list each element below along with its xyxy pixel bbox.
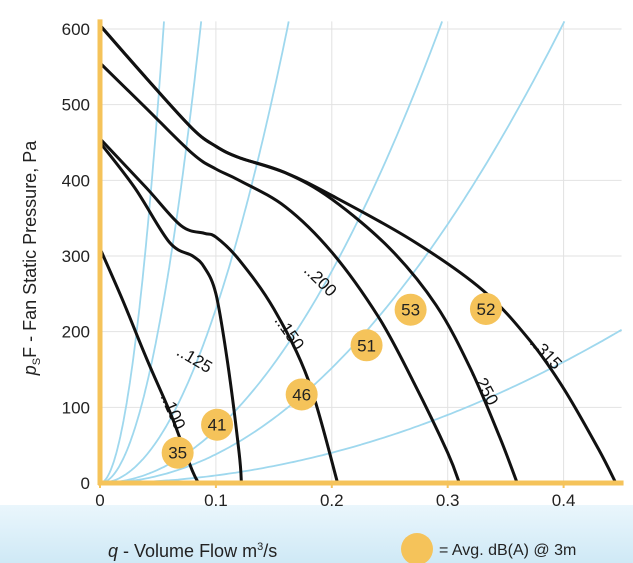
x-axis-label: - Volume Flow — [123, 541, 238, 561]
db-marker-5 — [469, 292, 502, 325]
y-tick-label-6: 600 — [62, 20, 90, 39]
fan-curve-5 — [98, 23, 618, 485]
fan-curve-0 — [98, 246, 200, 485]
fan-curve-2 — [98, 137, 340, 485]
fan-curve-1 — [98, 141, 243, 485]
fan-curves: ..100..125..150..200..250..315 — [98, 23, 618, 485]
x-axis-title: q - Volume Flow m3/s — [108, 541, 277, 561]
fan-curve-label-4: ..250 — [467, 366, 502, 408]
y-axis-label: F - Fan Static Pressure, Pa — [20, 140, 40, 358]
fan-curve-label-5: ..315 — [526, 333, 566, 374]
x-tick-label-1: 0.1 — [204, 491, 228, 510]
db-marker-3 — [350, 329, 383, 362]
y-tick-label-0: 0 — [81, 474, 90, 493]
system-curve-3 — [99, 21, 443, 484]
axes: 0 0.1 0.2 0.3 0.4 0 100 200 300 400 500 600 — [62, 19, 624, 510]
db-marker-2 — [285, 378, 318, 411]
db-marker-label-4: 53 — [401, 301, 420, 320]
db-marker-label-0: 35 — [168, 444, 187, 463]
db-marker-0 — [161, 436, 194, 469]
y-axis-title: pSF - Fan Static Pressure, Pa — [20, 140, 43, 376]
y-tick-label-5: 500 — [62, 96, 90, 115]
fan-curve-label-0: ..100 — [157, 390, 190, 432]
db-marker-label-1: 41 — [208, 416, 227, 435]
x-axis-unit-sup: 3 — [257, 541, 263, 553]
db-marker-1 — [201, 408, 234, 441]
system-curve-0 — [99, 21, 165, 484]
x-axis-unit: m — [242, 541, 257, 561]
db-marker-4 — [394, 293, 427, 326]
legend-marker — [401, 533, 433, 563]
system-curves — [99, 20, 623, 484]
db-marker-label-5: 52 — [476, 300, 495, 319]
x-axis-unit-tail: /s — [263, 541, 277, 561]
fan-curve-label-1: ..125 — [173, 341, 215, 377]
x-tick-label-3: 0.3 — [436, 491, 460, 510]
fan-curve-4 — [98, 23, 519, 485]
bottom-band — [0, 505, 633, 563]
y-axis-symbol: p — [20, 365, 40, 376]
db-markers: 35 41 46 51 53 52 — [161, 292, 502, 469]
x-tick-label-2: 0.2 — [320, 491, 344, 510]
db-marker-label-3: 51 — [357, 336, 376, 355]
db-marker-label-2: 46 — [292, 385, 311, 404]
y-tick-label-3: 300 — [62, 247, 90, 266]
x-tick-label-0: 0 — [95, 491, 104, 510]
y-tick-label-2: 200 — [62, 323, 90, 342]
system-curve-4 — [99, 20, 566, 484]
y-tick-label-1: 100 — [62, 398, 90, 417]
system-curve-5 — [99, 329, 623, 484]
y-tick-label-4: 400 — [62, 171, 90, 190]
x-axis-symbol: q — [108, 541, 118, 561]
fan-curve-label-2: ..150 — [271, 312, 308, 354]
fan-curve-3 — [98, 61, 461, 485]
legend-text: = Avg. dB(A) @ 3m — [439, 542, 576, 559]
y-axis-subscript: S — [31, 358, 43, 365]
x-tick-label-4: 0.4 — [552, 491, 576, 510]
